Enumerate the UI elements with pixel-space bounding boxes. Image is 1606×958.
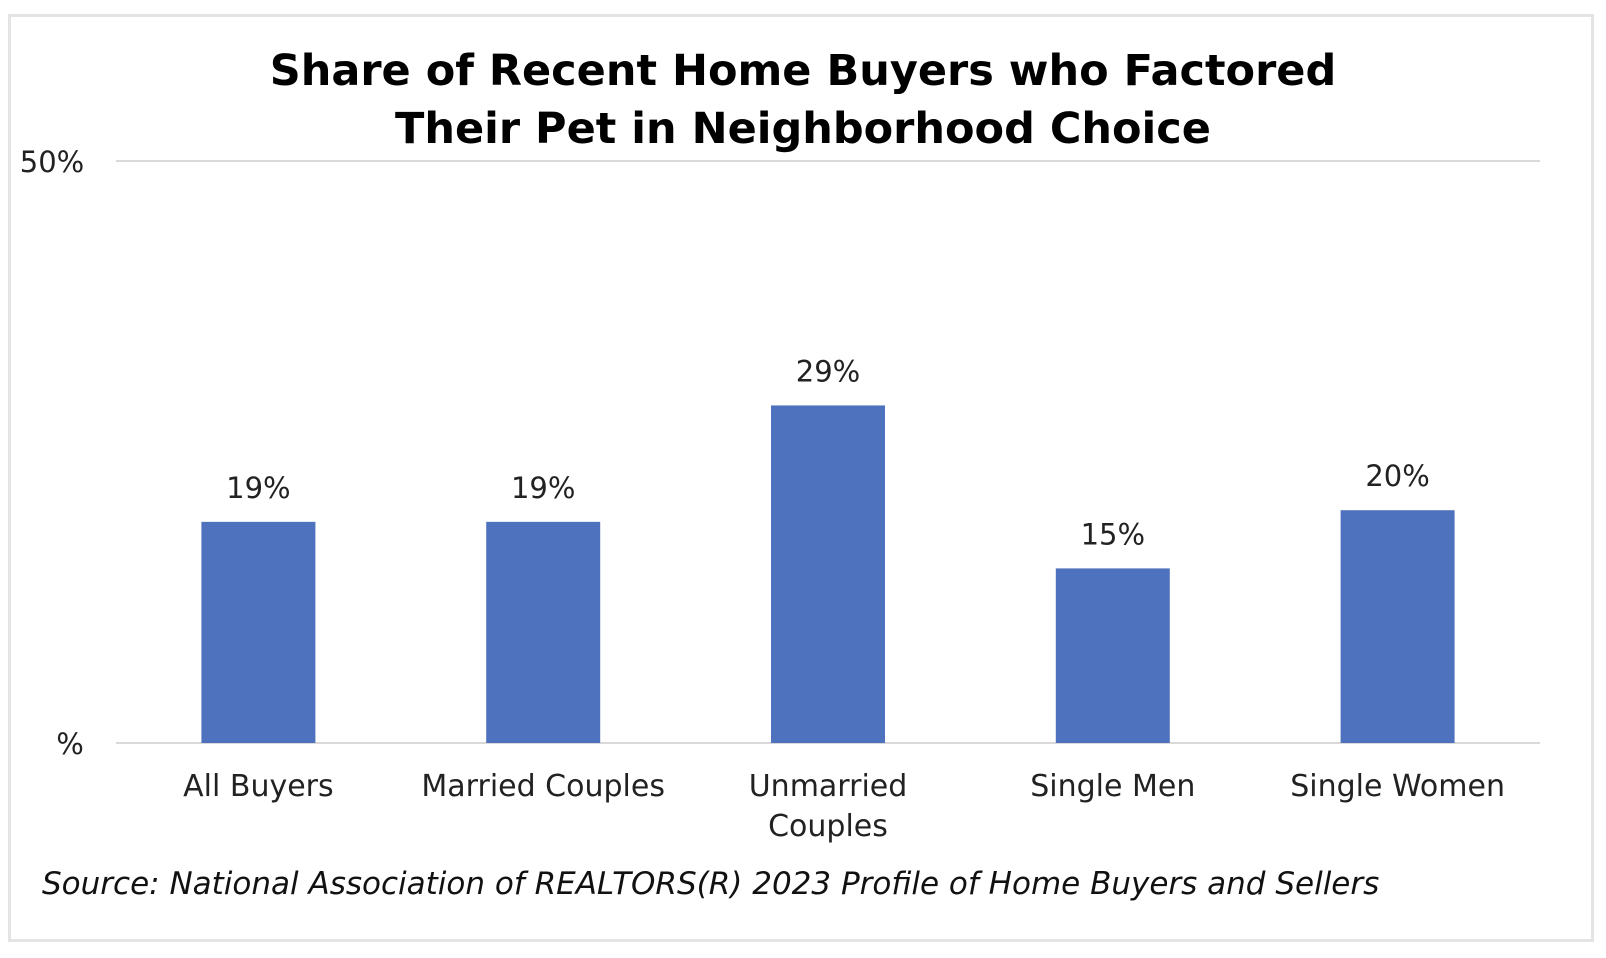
chart-title-line-2: Their Pet in Neighborhood Choice xyxy=(395,104,1211,154)
y-tick-label-bottom: % xyxy=(56,727,84,761)
chart-title-line-1: Share of Recent Home Buyers who Factored xyxy=(269,46,1337,96)
category-label-3: Single Men xyxy=(1030,769,1195,804)
bar-2 xyxy=(771,405,885,743)
category-label-4: Single Women xyxy=(1290,769,1505,804)
source-note: Source: National Association of REALTORS… xyxy=(42,866,1380,902)
data-label-4: 20% xyxy=(1365,459,1429,493)
bar-0 xyxy=(201,521,316,743)
bar-1 xyxy=(486,521,601,743)
data-label-2: 29% xyxy=(796,354,860,388)
category-label-2-line-0: Unmarried xyxy=(749,769,908,804)
chart-title: Share of Recent Home Buyers who Factored… xyxy=(0,42,1606,158)
bar-4 xyxy=(1340,510,1455,743)
bar-3 xyxy=(1055,568,1170,743)
category-label-2-line-1: Couples xyxy=(768,809,888,844)
category-label-1: Married Couples xyxy=(421,769,665,804)
category-label-0: All Buyers xyxy=(183,769,334,804)
data-label-3: 15% xyxy=(1081,517,1145,551)
data-label-0: 19% xyxy=(226,471,290,505)
y-tick-label-top: 50% xyxy=(20,145,84,179)
data-label-1: 19% xyxy=(511,471,575,505)
